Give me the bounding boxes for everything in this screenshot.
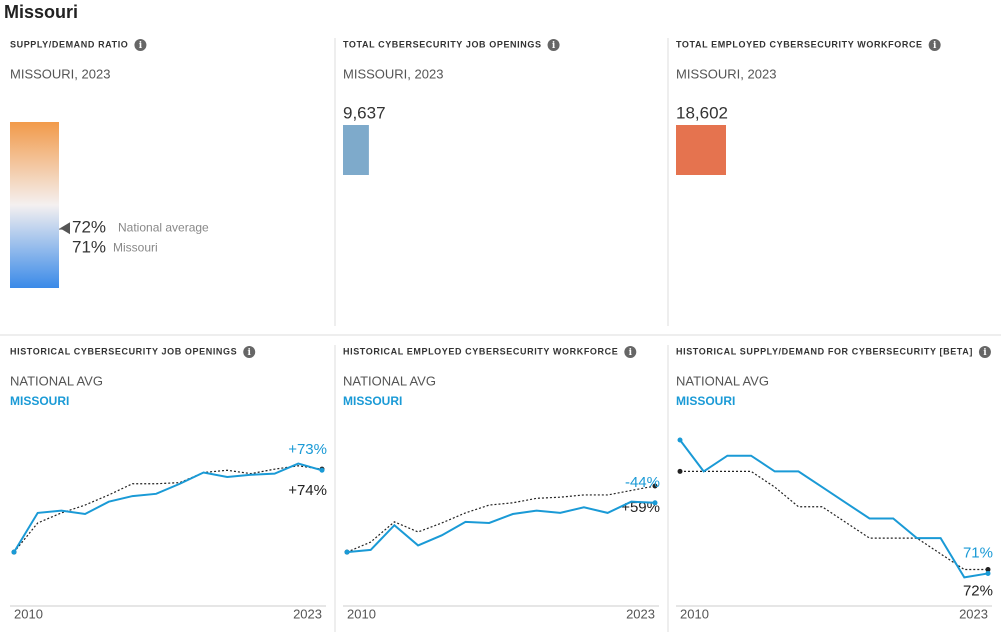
panel-subtitle: MISSOURI, 2023 bbox=[10, 66, 110, 81]
marker-label: National average bbox=[118, 220, 209, 234]
info-icon bbox=[243, 346, 256, 358]
info-icon-glyph: i bbox=[933, 41, 937, 51]
panel-subtitle: MISSOURI, 2023 bbox=[343, 66, 443, 81]
change-annotation: 71% bbox=[963, 544, 993, 561]
legend-national: NATIONAL AVG bbox=[676, 373, 769, 388]
info-icon-glyph: i bbox=[248, 348, 252, 358]
change-annotation: +73% bbox=[288, 441, 327, 458]
panel-title: HISTORICAL CYBERSECURITY JOB OPENINGS bbox=[10, 346, 237, 356]
info-icon-glyph: i bbox=[139, 41, 143, 51]
end-dot bbox=[652, 483, 658, 489]
x-tick-label: 2023 bbox=[626, 606, 655, 621]
bar bbox=[343, 125, 369, 175]
series-line bbox=[346, 485, 656, 553]
end-dot bbox=[677, 437, 683, 443]
legend-missouri: MISSOURI bbox=[343, 394, 402, 408]
series-line bbox=[680, 470, 988, 571]
legend-national: NATIONAL AVG bbox=[343, 373, 436, 388]
legend-missouri: MISSOURI bbox=[10, 394, 69, 408]
x-tick-label: 2010 bbox=[14, 606, 43, 621]
x-tick-label: 2010 bbox=[347, 606, 376, 621]
page-title: Missouri bbox=[4, 2, 78, 22]
panel-title: HISTORICAL EMPLOYED CYBERSECURITY WORKFO… bbox=[343, 346, 618, 356]
panel-title: SUPPLY/DEMAND RATIO bbox=[10, 39, 128, 49]
panel-subtitle: MISSOURI, 2023 bbox=[676, 66, 776, 81]
x-tick-label: 2023 bbox=[293, 606, 322, 621]
end-dot bbox=[677, 468, 683, 474]
value-label: 9,637 bbox=[343, 103, 386, 122]
end-dot bbox=[344, 549, 350, 555]
end-dot bbox=[985, 567, 991, 573]
change-annotation: -44% bbox=[625, 474, 660, 491]
end-dot bbox=[652, 500, 658, 506]
info-icon-glyph: i bbox=[629, 348, 633, 358]
info-icon bbox=[624, 346, 637, 358]
value-label: 71% bbox=[72, 238, 106, 257]
x-tick-label: 2023 bbox=[959, 606, 988, 621]
gauge-bar bbox=[10, 122, 59, 288]
panel-title: TOTAL EMPLOYED CYBERSECURITY WORKFORCE bbox=[676, 39, 923, 49]
end-dot bbox=[319, 467, 325, 473]
value-label: 72% bbox=[72, 218, 106, 237]
info-icon bbox=[547, 39, 560, 51]
info-icon-glyph: i bbox=[983, 348, 987, 358]
x-tick-label: 2010 bbox=[680, 606, 709, 621]
legend-missouri: MISSOURI bbox=[676, 394, 735, 408]
panel-title: TOTAL CYBERSECURITY JOB OPENINGS bbox=[343, 39, 542, 49]
value-label: 18,602 bbox=[676, 103, 728, 122]
series-line bbox=[346, 500, 656, 554]
info-icon bbox=[928, 39, 941, 51]
series-line bbox=[13, 465, 323, 553]
marker-arrow bbox=[60, 222, 70, 235]
change-annotation: +74% bbox=[288, 482, 327, 499]
panel-title: HISTORICAL SUPPLY/DEMAND FOR CYBERSECURI… bbox=[676, 346, 973, 356]
info-icon-glyph: i bbox=[552, 41, 556, 51]
marker-label: Missouri bbox=[113, 240, 158, 254]
series-line bbox=[13, 462, 323, 553]
change-annotation: 72% bbox=[963, 582, 993, 599]
end-dot bbox=[985, 570, 991, 576]
info-icon bbox=[978, 346, 991, 358]
legend-national: NATIONAL AVG bbox=[10, 373, 103, 388]
series-line bbox=[679, 439, 989, 579]
info-icon bbox=[134, 39, 147, 51]
end-dot bbox=[11, 549, 17, 555]
bar bbox=[676, 125, 726, 175]
